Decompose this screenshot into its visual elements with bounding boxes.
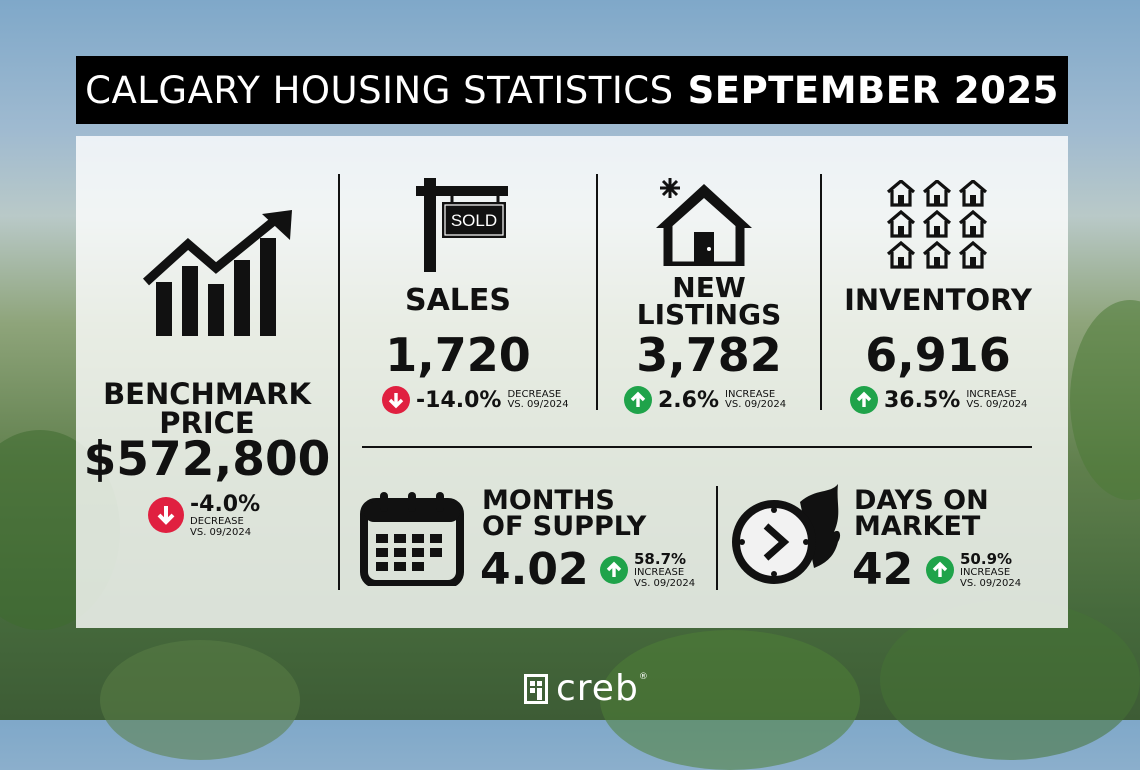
- up-arrow-icon: [850, 386, 878, 414]
- sales-value: 1,720: [385, 328, 531, 382]
- page-title: CALGARY HOUSING STATISTICS SEPTEMBER 202…: [76, 56, 1068, 124]
- divider: [820, 174, 822, 410]
- up-arrow-icon: [624, 386, 652, 414]
- months-supply-heading: MONTHS OF SUPPLY: [482, 485, 647, 543]
- sales-section: SOLD SALES 1,720 -14.0% DECREASE VS. 09/…: [340, 136, 596, 414]
- months-supply-heading-line2: OF SUPPLY: [482, 511, 647, 543]
- new-listings-heading-line2: LISTINGS: [636, 298, 782, 332]
- months-supply-value: 4.02: [480, 544, 589, 595]
- benchmark-heading-line1: BENCHMARK: [103, 377, 311, 411]
- new-listings-value: 3,782: [636, 328, 782, 382]
- divider: [596, 174, 598, 410]
- benchmark-change-pct: -4.0%: [190, 492, 261, 517]
- inventory-change-pct: 36.5%: [884, 387, 961, 413]
- up-arrow-icon: [926, 556, 954, 584]
- inventory-heading: INVENTORY: [844, 283, 1032, 317]
- calendar-icon: [360, 492, 464, 586]
- inventory-change-direction: INCREASE: [966, 388, 1017, 400]
- sold-sign-icon: SOLD: [416, 178, 508, 272]
- creb-logo-mark-icon: [524, 673, 548, 704]
- new-listings-change-comparison: VS. 09/2024: [725, 399, 787, 410]
- down-arrow-icon: [148, 497, 184, 533]
- divider: [338, 174, 340, 590]
- creb-logo-text: creb: [556, 668, 639, 709]
- new-listings-heading-line1: NEW: [672, 271, 746, 304]
- new-listings-section: NEW LISTINGS 3,782 2.6% INCREASE VS. 09/…: [598, 136, 820, 414]
- inventory-change-comparison: VS. 09/2024: [966, 399, 1028, 410]
- sales-change-pct: -14.0%: [416, 387, 502, 413]
- houses-grid-icon: [886, 180, 988, 269]
- sales-change-comparison: VS. 09/2024: [507, 399, 569, 410]
- days-on-market-value: 42: [852, 544, 914, 595]
- sold-sign-text: SOLD: [451, 211, 497, 230]
- months-supply-change: 58.7% INCREASE VS. 09/2024: [600, 550, 695, 589]
- new-house-icon: [656, 178, 752, 266]
- days-on-market-heading: DAYS ON MARKET: [854, 485, 989, 543]
- benchmark-price-value: $572,800: [83, 432, 331, 487]
- inventory-value: 6,916: [865, 328, 1011, 382]
- background-tree-cluster: [1070, 300, 1140, 500]
- down-arrow-icon: [382, 386, 410, 414]
- inventory-change: 36.5% INCREASE VS. 09/2024: [850, 386, 1027, 414]
- new-listings-change: 2.6% INCREASE VS. 09/2024: [624, 386, 786, 414]
- benchmark-heading-line2: PRICE: [159, 406, 255, 440]
- days-on-market-change-direction: INCREASE: [960, 567, 1011, 578]
- days-on-market-section: DAYS ON MARKET 42 50.9% INCREASE VS. 09/…: [726, 476, 1056, 596]
- months-supply-section: MONTHS OF SUPPLY 4.02 58.7% INCREASE VS.…: [356, 476, 716, 596]
- benchmark-change: -4.0% DECREASE VS. 09/2024: [148, 492, 260, 538]
- months-supply-change-direction: INCREASE: [634, 567, 685, 578]
- new-listings-change-pct: 2.6%: [658, 387, 720, 413]
- title-bold: SEPTEMBER 2025: [687, 68, 1059, 112]
- sales-change: -14.0% DECREASE VS. 09/2024: [382, 386, 569, 414]
- days-on-market-change-pct: 50.9%: [960, 550, 1013, 568]
- creb-logo: creb ®: [524, 668, 648, 709]
- sales-heading: SALES: [404, 283, 512, 318]
- up-arrow-icon: [600, 556, 628, 584]
- stats-panel: BENCHMARK PRICE $572,800 -4.0% DECREASE …: [76, 136, 1068, 628]
- months-supply-change-comparison: VS. 09/2024: [634, 577, 696, 589]
- title-regular: CALGARY HOUSING STATISTICS: [85, 68, 674, 112]
- flaming-clock-icon: [732, 484, 841, 584]
- benchmark-heading: BENCHMARK PRICE: [76, 380, 338, 438]
- background-tree-cluster: [100, 640, 300, 760]
- months-supply-heading-line1: MONTHS: [482, 485, 615, 516]
- new-listings-heading: NEW LISTINGS: [598, 271, 820, 332]
- horizontal-divider: [362, 446, 1032, 448]
- benchmark-change-direction: DECREASE: [190, 516, 244, 527]
- days-on-market-heading-line1: DAYS ON: [854, 485, 989, 516]
- sales-change-direction: DECREASE: [507, 388, 562, 400]
- days-on-market-change-comparison: VS. 09/2024: [960, 577, 1022, 589]
- benchmark-price-section: BENCHMARK PRICE $572,800 -4.0% DECREASE …: [76, 136, 338, 628]
- inventory-section: INVENTORY 6,916 36.5% INCREASE VS. 09/20…: [822, 136, 1068, 414]
- months-supply-change-pct: 58.7%: [634, 550, 687, 568]
- rising-bar-chart-icon: [142, 210, 292, 336]
- benchmark-change-comparison: VS. 09/2024: [190, 526, 252, 538]
- new-listings-change-direction: INCREASE: [725, 388, 776, 400]
- days-on-market-heading-line2: MARKET: [854, 511, 981, 543]
- creb-logo-registered: ®: [638, 672, 648, 682]
- days-on-market-change: 50.9% INCREASE VS. 09/2024: [926, 550, 1021, 589]
- divider: [716, 486, 718, 590]
